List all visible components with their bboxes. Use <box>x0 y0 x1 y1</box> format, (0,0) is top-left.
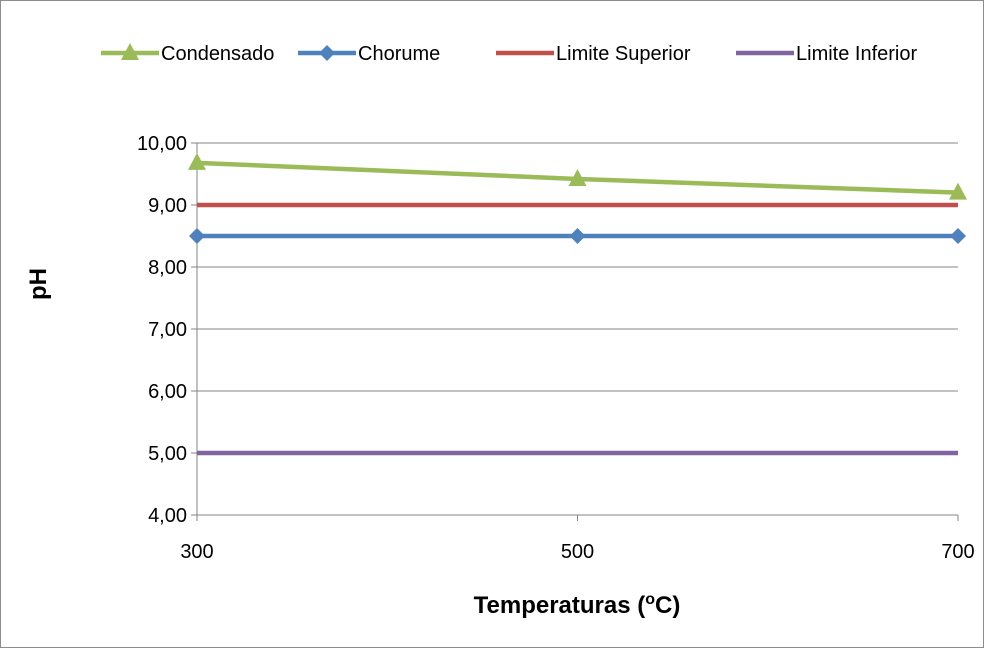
x-axis-title: Temperaturas (oC) <box>474 591 681 619</box>
x-tick-label: 500 <box>561 541 594 563</box>
y-tick-label: 7,00 <box>148 319 187 341</box>
data-point-condensado <box>188 152 206 170</box>
y-tick-label: 4,00 <box>148 505 187 527</box>
series-condensado <box>188 152 967 200</box>
legend-item-condensado: Condensado <box>101 43 274 65</box>
y-tick-label: 6,00 <box>148 381 187 403</box>
x-tick-label: 300 <box>180 541 213 563</box>
legend: Condensado Chorume Limite Superior Limite I… <box>101 43 917 65</box>
legend-item-limite-superior: Limite Superior <box>496 43 691 65</box>
legend-label-limite-inferior: Limite Inferior <box>796 43 917 65</box>
data-point-chorume <box>569 228 586 244</box>
series-chorume <box>189 228 966 244</box>
x-tick-label: 700 <box>941 541 974 563</box>
x-axis-title-suffix: C) <box>655 592 680 619</box>
series-layer <box>188 152 967 456</box>
y-tick-label: 5,00 <box>148 443 187 465</box>
y-tick-label: 9,00 <box>148 195 187 217</box>
data-point-chorume <box>189 228 205 244</box>
y-tick-label: 10,00 <box>137 133 187 155</box>
data-point-condensado <box>568 168 587 186</box>
legend-label-chorume: Chorume <box>358 43 440 65</box>
x-axis-title-main: Temperaturas ( <box>474 592 646 619</box>
legend-item-limite-inferior: Limite Inferior <box>736 43 917 65</box>
legend-marker-condensado <box>121 43 139 60</box>
legend-item-chorume: Chorume <box>298 43 440 65</box>
x-axis-title-superscript: o <box>645 591 655 608</box>
data-point-chorume <box>950 228 966 244</box>
data-point-condensado <box>949 182 967 200</box>
axes: 4,00 5,00 6,00 7,00 8,00 9,00 10,00 300 500 700 <box>137 133 975 563</box>
legend-marker-chorume <box>319 45 335 61</box>
y-tick-label: 8,00 <box>148 257 187 279</box>
legend-label-condensado: Condensado <box>161 43 274 65</box>
legend-label-limite-superior: Limite Superior <box>556 43 691 65</box>
y-axis-title: pH <box>25 268 52 300</box>
